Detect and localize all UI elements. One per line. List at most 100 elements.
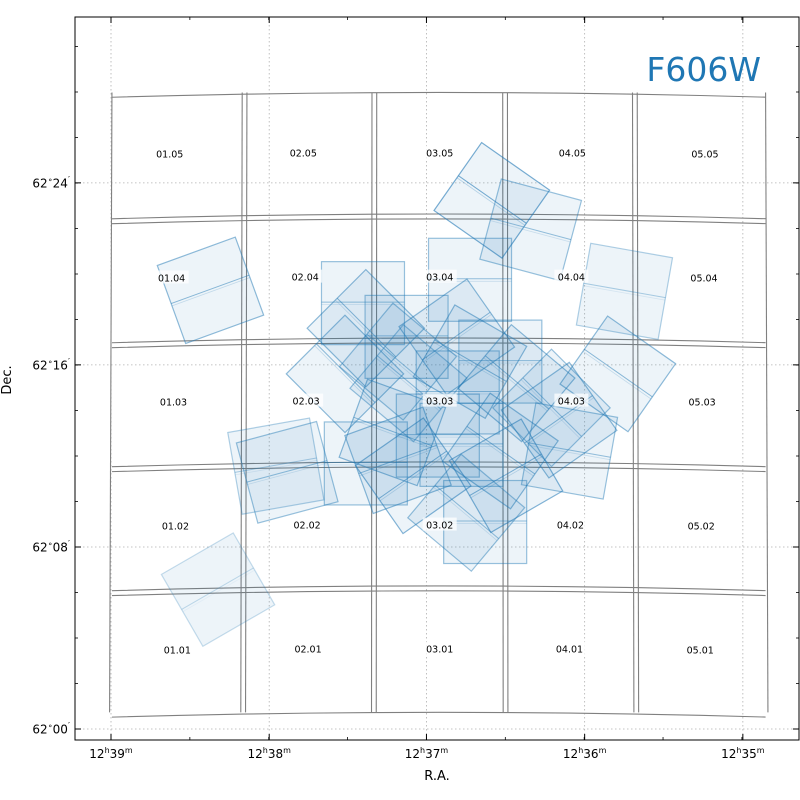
tile-label-05-01: 05.01: [687, 645, 714, 656]
exposure-footprint: [415, 350, 500, 435]
tile-label-01-04: 01.04: [158, 273, 185, 284]
tile-label-bg: [422, 641, 457, 655]
exposure-footprint: [398, 278, 516, 396]
exposure-footprints: [156, 141, 677, 648]
tile-row-edge: [111, 213, 766, 220]
exposure-footprint: [344, 406, 452, 515]
tile-label-05-04: 05.04: [690, 273, 717, 284]
tile-label-bg: [154, 270, 189, 284]
y-tick-label: 62∘16′: [32, 357, 70, 372]
y-tick-label: 62∘00′: [32, 722, 70, 737]
tile-label-bg: [554, 269, 589, 283]
tile-label-03-01: 03.01: [426, 645, 453, 656]
axis-ticks: 12h39m 12h38m 12h37m 12h36m 12h35m 62∘00′ 62∘0…: [32, 17, 799, 761]
grid-lines: [75, 17, 799, 740]
tile-label-04-05: 04.05: [559, 149, 586, 160]
exposure-footprint: [160, 532, 276, 648]
tile-label-bg: [554, 393, 589, 407]
exposure-footprint: [433, 141, 551, 259]
tile-row-edge: [111, 337, 766, 344]
tile-column-edge: [765, 92, 769, 713]
tile-label-bg: [288, 269, 323, 283]
tile-label-bg: [289, 393, 324, 407]
tile-label-05-03: 05.03: [689, 397, 716, 408]
y-tick-label: 62∘24′: [32, 175, 70, 190]
tile-label-01-02: 01.02: [162, 521, 189, 532]
tile-label-04-04: 04.04: [558, 273, 585, 284]
tile-label-02-04: 02.04: [292, 273, 319, 284]
tile-row-edge: [111, 590, 766, 597]
exposure-footprint: [520, 402, 619, 500]
tile-column-edge: [240, 92, 243, 713]
exposure-footprint: [395, 393, 480, 478]
tile-label-bg: [553, 517, 588, 531]
tile-label-bg: [291, 641, 326, 655]
exposure-footprint: [448, 418, 564, 534]
tile-label-02-01: 02.01: [294, 645, 321, 656]
tile-column-edge: [631, 92, 635, 713]
y-axis-label: Dec.: [0, 365, 15, 394]
tile-label-02-02: 02.02: [293, 521, 320, 532]
tile-label-bg: [290, 517, 325, 531]
exposure-footprint: [559, 315, 677, 433]
tile-column-edge: [109, 92, 113, 713]
tile-label-bg: [158, 518, 193, 532]
tile-label-01-03: 01.03: [160, 397, 187, 408]
tile-label-03-03: 03.03: [426, 397, 453, 408]
tile-row-edge: [111, 466, 766, 473]
tile-label-bg: [152, 146, 187, 160]
tile-label-bg: [687, 146, 722, 160]
tile-row-edge: [111, 711, 766, 718]
tile-label-05-05: 05.05: [691, 149, 718, 160]
tile-label-bg: [156, 394, 191, 408]
exposure-footprint: [419, 402, 504, 487]
x-tick-label: 12h37m: [405, 746, 449, 761]
tile-row-edge: [111, 91, 766, 98]
tile-row-edge: [111, 585, 766, 592]
tile-label-bg: [683, 642, 718, 656]
exposure-footprint: [491, 348, 612, 468]
tile-label-bg: [552, 641, 587, 655]
x-tick-label: 12h38m: [247, 746, 291, 761]
tile-label-03-02: 03.02: [426, 521, 453, 532]
tile-label-bg: [422, 517, 457, 531]
exposure-footprint: [479, 178, 583, 282]
x-axis-label: R.A.: [424, 769, 450, 784]
tile-label-02-03: 02.03: [293, 397, 320, 408]
exposure-footprint: [443, 479, 528, 565]
tile-labels: 01.01 02.01 03.01 04.01 05.01 01.02 02.02 03.02…: [152, 145, 722, 656]
exposure-footprint: [235, 420, 339, 524]
exposure-footprint: [575, 242, 674, 341]
tile-label-04-02: 04.02: [557, 521, 584, 532]
exposure-footprint: [323, 421, 408, 506]
exposure-footprint: [320, 261, 406, 346]
tile-label-01-05: 01.05: [156, 149, 183, 160]
exposure-footprint: [441, 392, 559, 510]
exposure-footprint: [227, 417, 325, 515]
tile-label-bg: [422, 145, 457, 159]
exposure-footprint: [457, 323, 576, 443]
tile-label-bg: [555, 145, 590, 159]
exposure-footprint: [354, 417, 472, 535]
tile-label-bg: [684, 518, 719, 532]
tile-column-edge: [636, 92, 640, 713]
tile-label-04-03: 04.03: [558, 397, 585, 408]
tile-label-bg: [160, 642, 195, 656]
tile-label-bg: [422, 393, 457, 407]
exposure-footprint: [458, 319, 543, 404]
tile-label-bg: [286, 145, 321, 159]
tile-row-edge: [111, 218, 766, 225]
exposure-footprint: [406, 453, 526, 573]
x-tick-label: 12h35m: [721, 746, 765, 761]
tile-label-04-01: 04.01: [556, 645, 583, 656]
x-tick-label: 12h36m: [563, 746, 607, 761]
tile-label-bg: [685, 394, 720, 408]
tile-label-03-04: 03.04: [426, 273, 453, 284]
tile-label-03-05: 03.05: [426, 149, 453, 160]
x-tick-label: 12h39m: [89, 746, 133, 761]
tile-label-02-05: 02.05: [290, 149, 317, 160]
plot-frame: [74, 16, 800, 741]
tile-row-edge: [111, 461, 766, 468]
tile-column-edge: [244, 92, 248, 713]
